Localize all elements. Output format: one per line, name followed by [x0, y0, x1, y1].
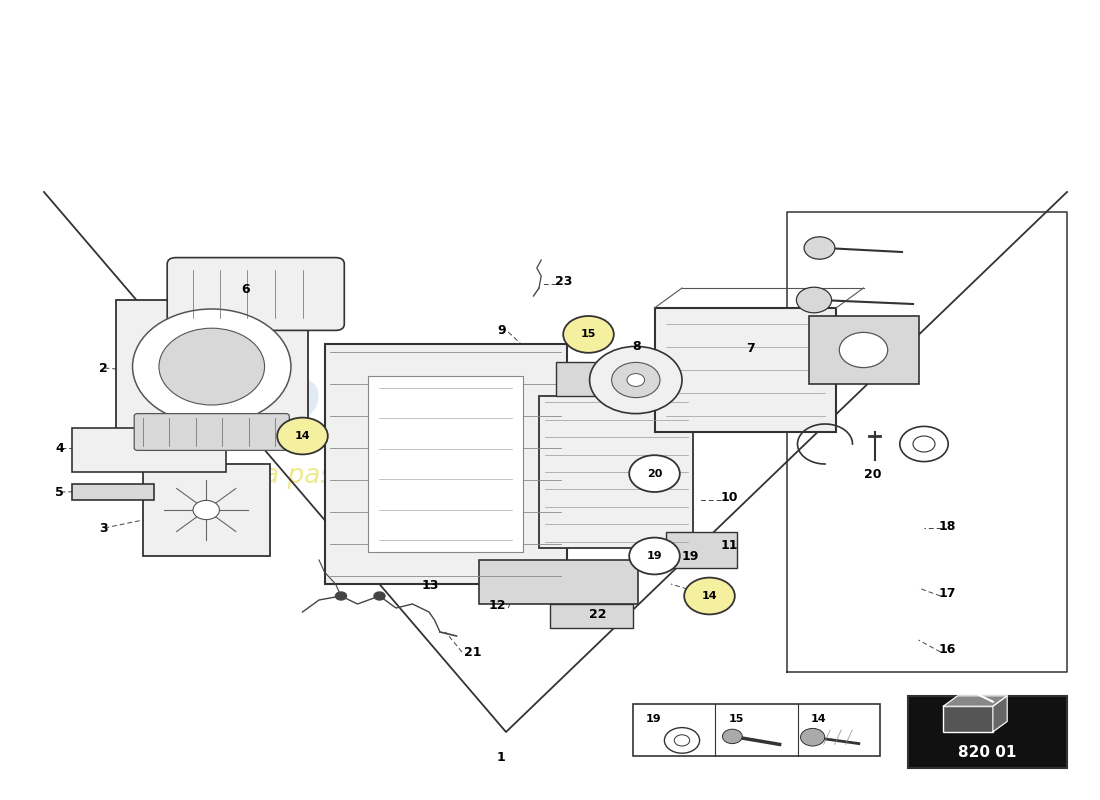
Circle shape	[194, 501, 220, 520]
Circle shape	[801, 728, 825, 746]
Circle shape	[336, 592, 346, 600]
Text: 21: 21	[464, 646, 482, 659]
Text: 12: 12	[488, 599, 506, 612]
Circle shape	[590, 346, 682, 414]
Text: 14: 14	[702, 591, 717, 601]
Text: 19: 19	[647, 551, 662, 561]
Circle shape	[629, 455, 680, 492]
Text: 10: 10	[720, 491, 738, 504]
Text: 14: 14	[295, 431, 310, 441]
Circle shape	[804, 237, 835, 259]
Circle shape	[277, 418, 328, 454]
FancyBboxPatch shape	[632, 704, 880, 756]
Text: 3: 3	[99, 522, 108, 534]
Circle shape	[629, 538, 680, 574]
Text: 17: 17	[938, 587, 956, 600]
Text: 7: 7	[746, 342, 755, 354]
FancyBboxPatch shape	[550, 604, 632, 628]
Text: 8: 8	[632, 340, 641, 353]
Circle shape	[133, 309, 290, 424]
FancyBboxPatch shape	[539, 396, 693, 548]
Text: 13: 13	[421, 579, 439, 592]
FancyBboxPatch shape	[167, 258, 344, 330]
FancyBboxPatch shape	[324, 344, 566, 584]
Circle shape	[723, 730, 743, 744]
Text: 15: 15	[728, 714, 744, 723]
Text: euro°pares: euro°pares	[125, 363, 601, 437]
Circle shape	[796, 287, 832, 313]
Text: 5: 5	[55, 486, 64, 498]
Text: a passion for parts since 1985: a passion for parts since 1985	[263, 463, 661, 489]
Circle shape	[563, 316, 614, 353]
Text: 20: 20	[647, 469, 662, 478]
Polygon shape	[944, 696, 1008, 706]
Text: 18: 18	[938, 520, 956, 533]
Text: 16: 16	[938, 643, 956, 656]
Text: 19: 19	[682, 550, 700, 562]
Circle shape	[612, 362, 660, 398]
Text: 14: 14	[811, 714, 826, 723]
FancyBboxPatch shape	[478, 560, 638, 604]
Text: 22: 22	[588, 608, 606, 621]
Text: 20: 20	[864, 468, 881, 481]
Polygon shape	[993, 696, 1008, 732]
FancyBboxPatch shape	[808, 316, 918, 384]
Text: 820 01: 820 01	[958, 745, 1016, 760]
FancyBboxPatch shape	[134, 414, 289, 450]
Circle shape	[913, 436, 935, 452]
Circle shape	[627, 374, 645, 386]
Text: 6: 6	[241, 283, 250, 296]
Circle shape	[674, 734, 690, 746]
FancyBboxPatch shape	[654, 308, 836, 432]
FancyBboxPatch shape	[666, 532, 737, 568]
Text: 19: 19	[646, 714, 661, 723]
FancyBboxPatch shape	[556, 362, 608, 396]
FancyBboxPatch shape	[908, 696, 1067, 768]
Circle shape	[374, 592, 385, 600]
Text: 1: 1	[496, 751, 505, 764]
FancyBboxPatch shape	[368, 376, 522, 552]
Text: 15: 15	[581, 330, 596, 339]
FancyBboxPatch shape	[72, 428, 225, 472]
FancyBboxPatch shape	[143, 464, 270, 556]
FancyBboxPatch shape	[944, 706, 993, 732]
Text: 23: 23	[556, 275, 573, 288]
FancyBboxPatch shape	[72, 484, 154, 500]
Circle shape	[839, 333, 888, 368]
Text: 11: 11	[720, 539, 738, 552]
Text: 2: 2	[99, 362, 108, 374]
Circle shape	[684, 578, 735, 614]
Text: 4: 4	[55, 442, 64, 454]
FancyBboxPatch shape	[116, 300, 308, 448]
Circle shape	[664, 728, 700, 754]
Circle shape	[158, 328, 265, 405]
Circle shape	[900, 426, 948, 462]
Text: 9: 9	[497, 324, 506, 337]
